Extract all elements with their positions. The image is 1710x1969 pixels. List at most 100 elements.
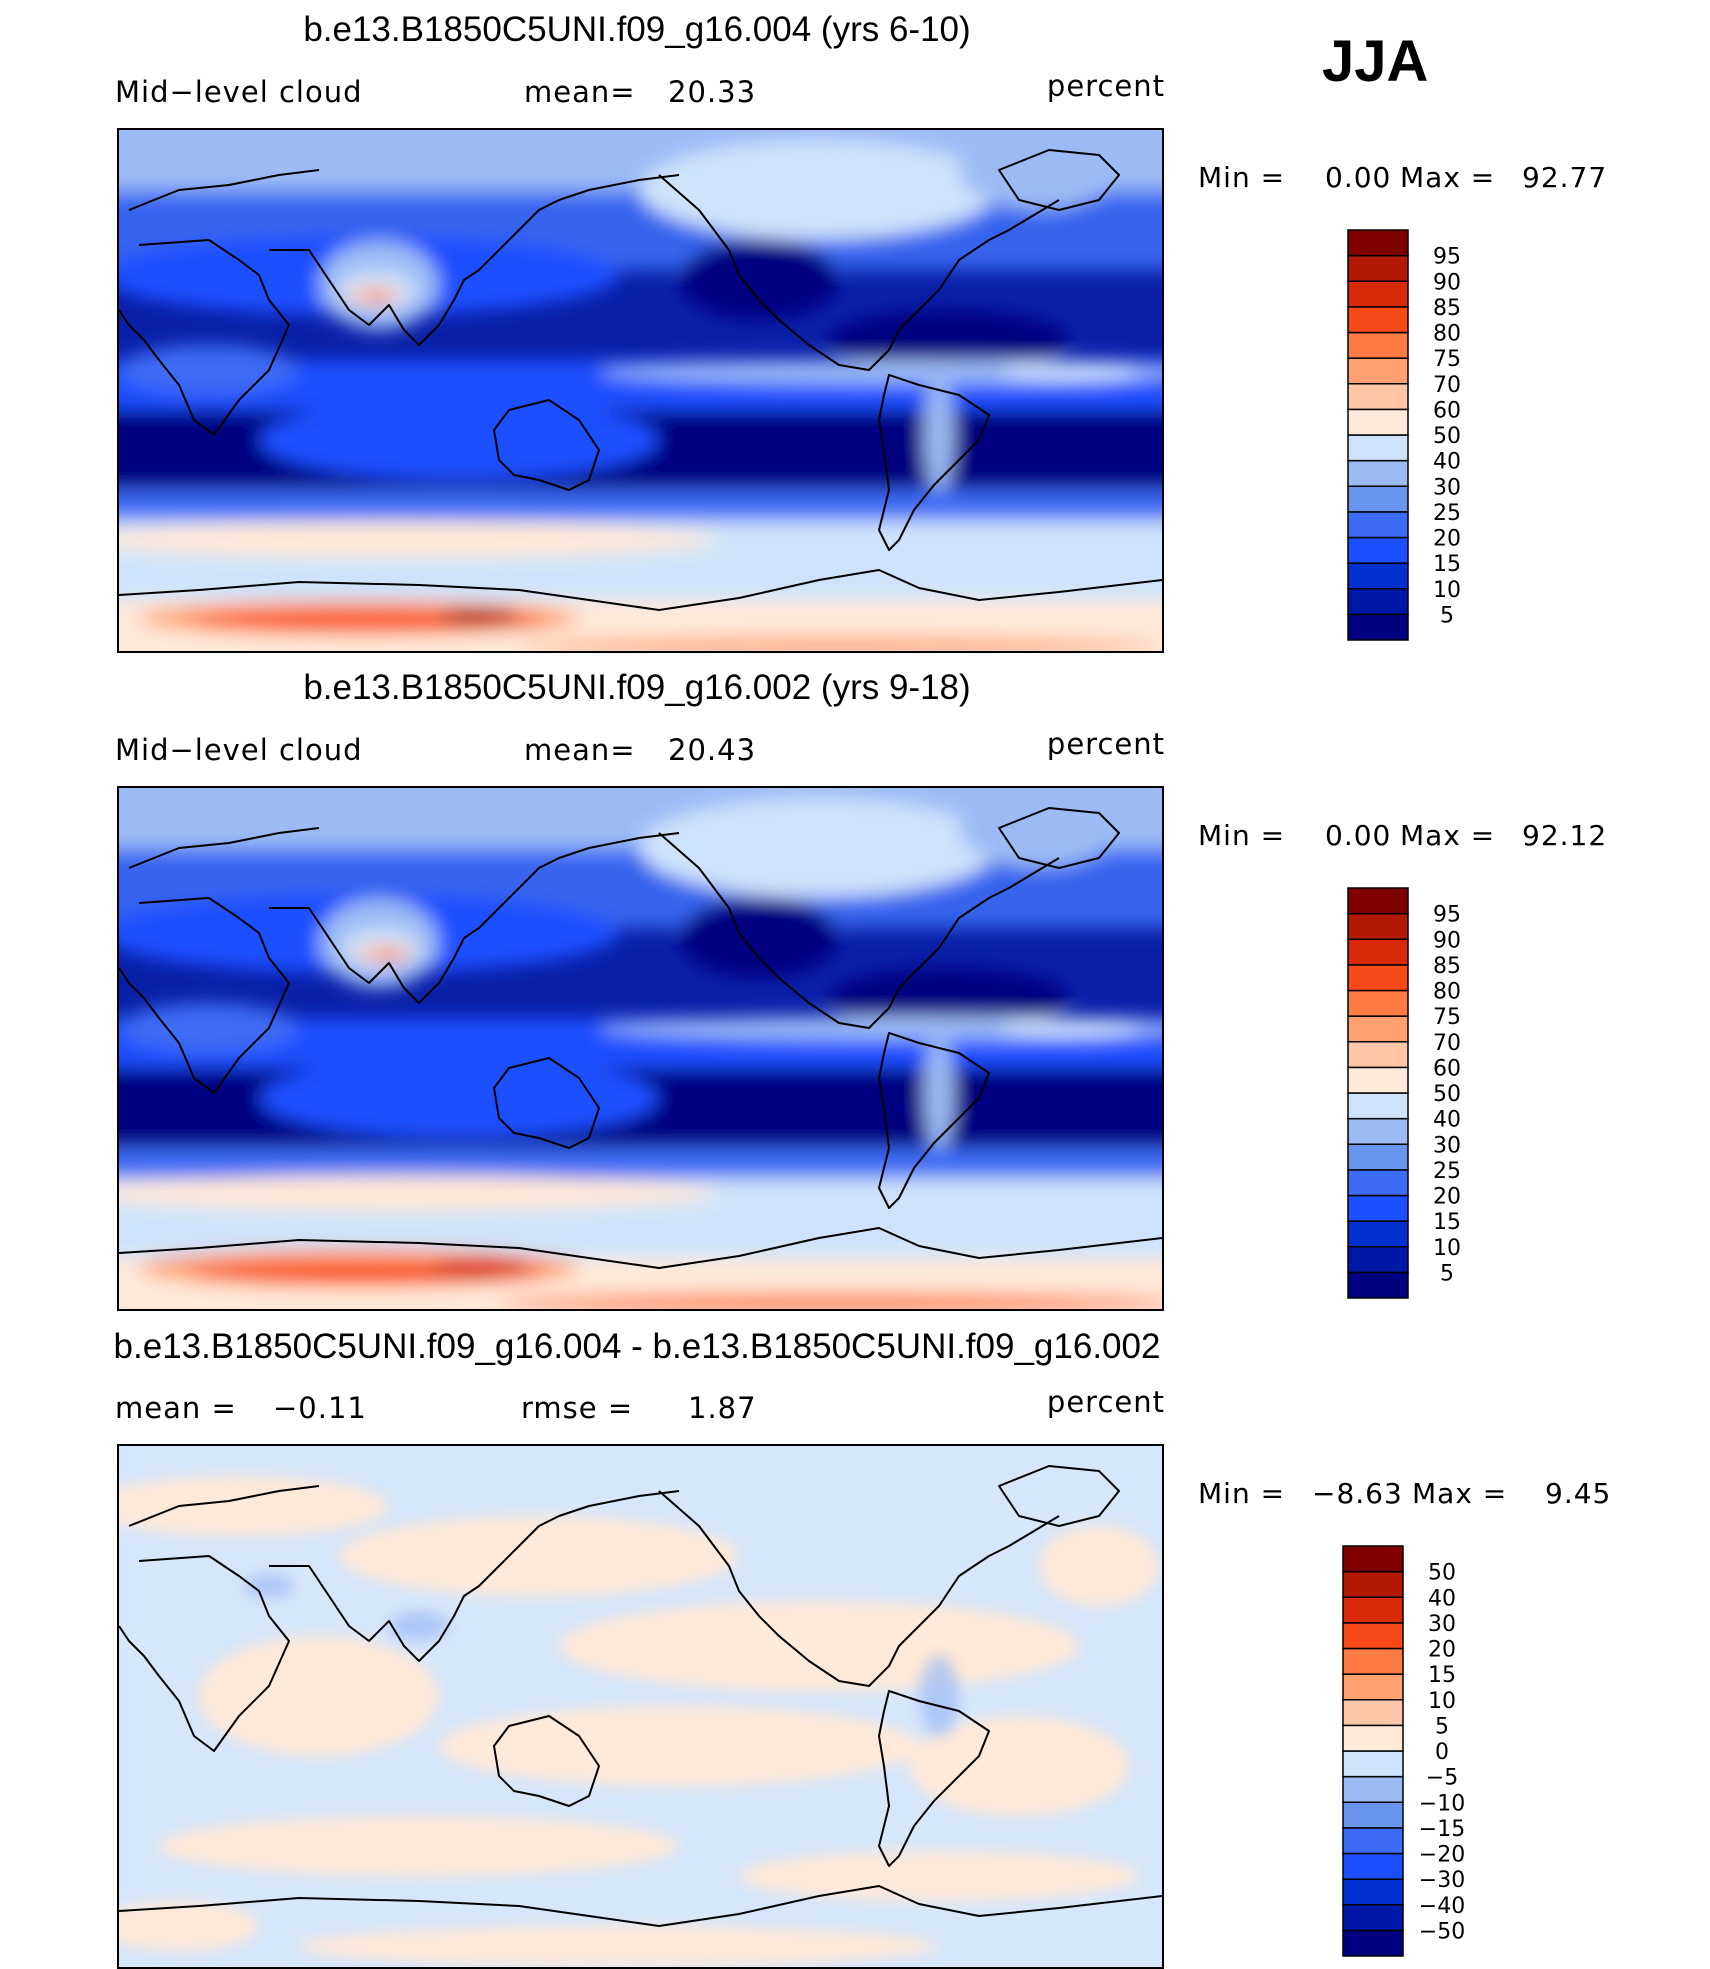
panel-2-min-label: Min = xyxy=(1198,819,1286,852)
panel-2-variable: Mid−level cloud xyxy=(115,733,363,767)
colorbar-tick-label: 40 xyxy=(1428,1586,1456,1611)
colorbar-swatch xyxy=(1347,938,1409,966)
colorbar-tick-label: −30 xyxy=(1419,1868,1465,1893)
colorbar-swatch xyxy=(1342,1852,1404,1880)
colorbar-tick-label: −40 xyxy=(1419,1894,1465,1919)
colorbar-swatch xyxy=(1347,1246,1409,1274)
colorbar-tick-label: 85 xyxy=(1433,296,1461,321)
colorbar-swatch xyxy=(1342,1929,1404,1957)
colorbar-tick-label: 30 xyxy=(1433,475,1461,500)
colorbar-swatch xyxy=(1342,1699,1404,1727)
colorbar-tick-label: 60 xyxy=(1433,1056,1461,1081)
colorbar-swatch xyxy=(1347,485,1409,513)
colorbar-swatch xyxy=(1347,912,1409,940)
colorbar-tick-label: 70 xyxy=(1433,1031,1461,1056)
colorbar-tick-label: −20 xyxy=(1419,1843,1465,1868)
colorbar-tick-label: 10 xyxy=(1433,1236,1461,1261)
panel-3-max-value: 9.45 xyxy=(1545,1477,1612,1510)
panel-2-colorbar: 5 10 15 20 25 30 40 50 60 70 75 80 85 90 95 xyxy=(1347,887,1487,1299)
colorbar-tick-label: 60 xyxy=(1433,398,1461,423)
colorbar-swatch xyxy=(1342,1750,1404,1778)
colorbar-tick-label: 5 xyxy=(1440,1261,1454,1286)
colorbar-swatch xyxy=(1347,511,1409,539)
colorbar-tick-label: −50 xyxy=(1419,1919,1465,1944)
panel-3-min-label: Min = xyxy=(1198,1477,1286,1510)
colorbar-tick-label: 90 xyxy=(1433,270,1461,295)
panel-1-stat1-value: 20.33 xyxy=(668,75,757,109)
colorbar-swatch xyxy=(1347,562,1409,590)
colorbar-swatch xyxy=(1342,1724,1404,1752)
colorbar-tick-label: 95 xyxy=(1433,903,1461,928)
panel-2-max-value: 92.12 xyxy=(1522,819,1608,852)
panel-1-title: b.e13.B1850C5UNI.f09_g16.004 (yrs 6-10) xyxy=(303,10,971,49)
colorbar-tick-label: 40 xyxy=(1433,1108,1461,1133)
panel-1-units: percent xyxy=(1046,69,1165,103)
colorbar-swatch xyxy=(1342,1545,1404,1573)
colorbar-swatch xyxy=(1347,383,1409,411)
colorbar-tick-label: 95 xyxy=(1433,245,1461,270)
colorbar-swatch xyxy=(1342,1827,1404,1855)
colorbar-tick-label: 50 xyxy=(1433,424,1461,449)
panel-3-title: b.e13.B1850C5UNI.f09_g16.004 - b.e13.B18… xyxy=(113,1327,1161,1366)
colorbar-tick-label: 30 xyxy=(1428,1612,1456,1637)
panel-2-stat1-value: 20.43 xyxy=(668,733,757,767)
panel-2-map xyxy=(117,786,1164,1311)
panel-3-stat2-label: rmse = xyxy=(521,1391,634,1425)
colorbar-swatch xyxy=(1347,613,1409,641)
colorbar-tick-label: 15 xyxy=(1433,552,1461,577)
panel-3-stat2-value: 1.87 xyxy=(688,1391,757,1425)
colorbar-swatch xyxy=(1347,280,1409,308)
colorbar-swatch xyxy=(1342,1596,1404,1624)
colorbar-tick-label: 25 xyxy=(1433,501,1461,526)
panel-2-min-value: 0.00 xyxy=(1325,819,1392,852)
panel-1-colorbar: 5 10 15 20 25 30 40 50 60 70 75 80 85 90 95 xyxy=(1347,229,1487,641)
colorbar-swatch xyxy=(1342,1904,1404,1932)
colorbar-swatch xyxy=(1342,1878,1404,1906)
panel-3-colorbar: −50 −40 −30 −20 −15 −10 −5 0 5 10 15 20 30 40 50 xyxy=(1342,1545,1492,1957)
colorbar-tick-label: 20 xyxy=(1433,527,1461,552)
colorbar-swatch xyxy=(1347,229,1409,257)
colorbar-swatch xyxy=(1347,1092,1409,1120)
colorbar-swatch xyxy=(1347,1194,1409,1222)
colorbar-swatch xyxy=(1347,357,1409,385)
colorbar-tick-label: 75 xyxy=(1433,347,1461,372)
colorbar-swatch xyxy=(1347,306,1409,334)
panel-3-min-value: −8.63 xyxy=(1312,1477,1403,1510)
colorbar-swatch xyxy=(1347,1066,1409,1094)
colorbar-tick-label: 80 xyxy=(1433,322,1461,347)
colorbar-tick-label: 40 xyxy=(1433,450,1461,475)
colorbar-swatch xyxy=(1342,1801,1404,1829)
colorbar-tick-label: 70 xyxy=(1433,373,1461,398)
colorbar-swatch xyxy=(1347,1220,1409,1248)
colorbar-tick-label: 10 xyxy=(1433,578,1461,603)
colorbar-swatch xyxy=(1347,254,1409,282)
colorbar-swatch xyxy=(1347,408,1409,436)
colorbar-tick-label: 5 xyxy=(1435,1714,1449,1739)
colorbar-swatch xyxy=(1347,1143,1409,1171)
colorbar-swatch xyxy=(1342,1570,1404,1598)
panel-1-variable: Mid−level cloud xyxy=(115,75,363,109)
panel-3-max-label: Max = xyxy=(1412,1477,1508,1510)
panel-1-min-value: 0.00 xyxy=(1325,161,1392,194)
panel-2-units: percent xyxy=(1046,727,1165,761)
colorbar-swatch xyxy=(1342,1775,1404,1803)
colorbar-swatch xyxy=(1342,1622,1404,1650)
panel-2-max-label: Max = xyxy=(1400,819,1496,852)
colorbar-tick-label: 10 xyxy=(1428,1689,1456,1714)
colorbar-tick-label: 90 xyxy=(1433,928,1461,953)
season-label: JJA xyxy=(1322,29,1429,94)
panel-3-map xyxy=(117,1444,1164,1969)
colorbar-swatch xyxy=(1347,1169,1409,1197)
colorbar-tick-label: −10 xyxy=(1419,1791,1465,1816)
panel-1-max-label: Max = xyxy=(1400,161,1496,194)
panel-3-units: percent xyxy=(1046,1385,1165,1419)
colorbar-tick-label: 80 xyxy=(1433,980,1461,1005)
panel-1-max-value: 92.77 xyxy=(1522,161,1608,194)
colorbar-tick-label: −15 xyxy=(1419,1817,1465,1842)
colorbar-tick-label: 75 xyxy=(1433,1005,1461,1030)
colorbar-tick-label: 15 xyxy=(1428,1663,1456,1688)
colorbar-swatch xyxy=(1347,536,1409,564)
colorbar-tick-label: 20 xyxy=(1433,1185,1461,1210)
colorbar-tick-label: 0 xyxy=(1435,1740,1449,1765)
colorbar-tick-label: 50 xyxy=(1428,1561,1456,1586)
